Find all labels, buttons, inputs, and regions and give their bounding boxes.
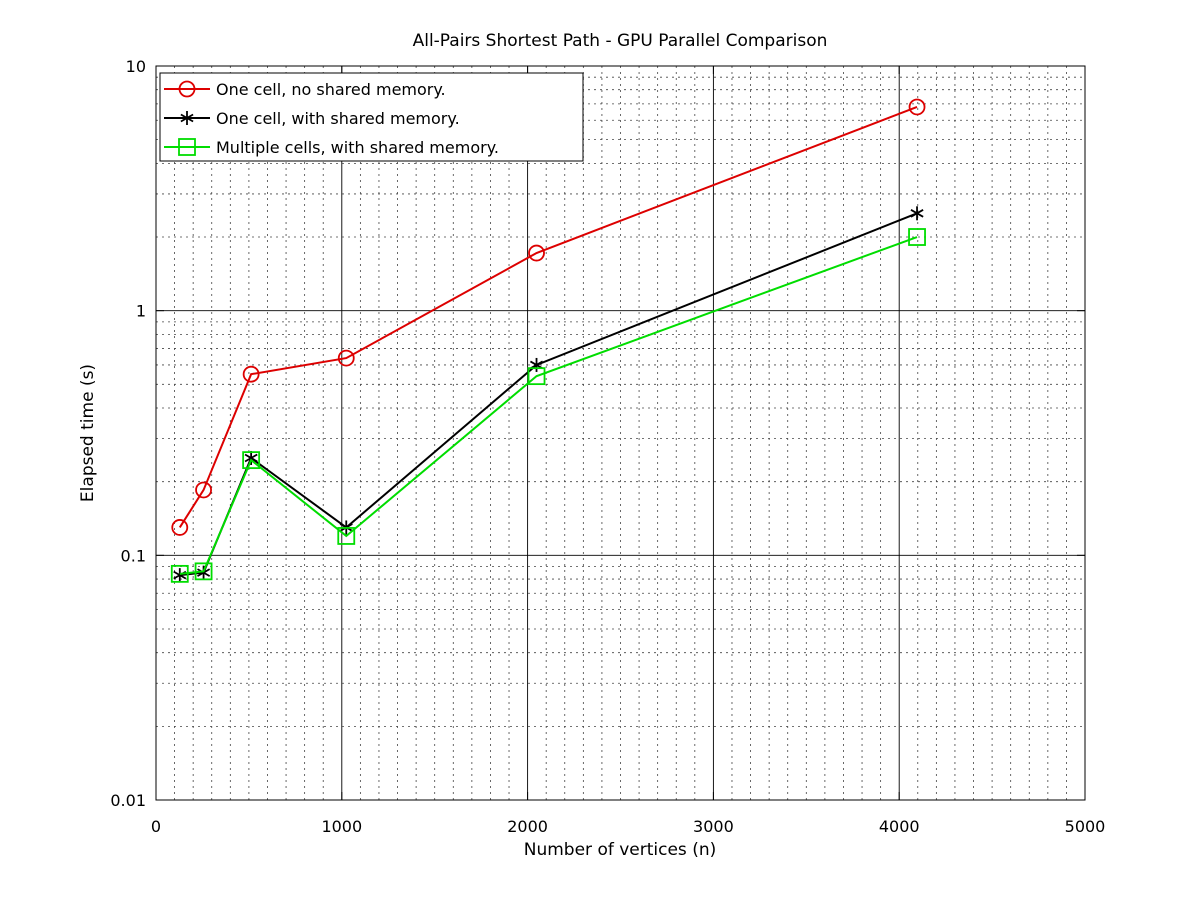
x-tick-label: 2000 [507,817,548,836]
legend-box [159,72,584,162]
data-point-circle [908,98,926,116]
series-line [179,212,918,577]
legend: One cell, no shared memory. One cell, wit… [159,72,584,162]
data-point-asterisk [910,206,924,221]
series-layer [170,98,926,583]
legend-item-1: One cell, no shared memory. [164,80,446,99]
series-line [179,236,918,575]
data-point-asterisk [180,111,194,125]
data-point-circle [178,80,196,98]
data-point-square [908,228,926,246]
y-axis-label: Elapsed time (s) [78,364,98,502]
y-tick-label: 1 [136,302,146,321]
data-point-square [337,527,356,545]
chart-title: All-Pairs Shortest Path - GPU Parallel C… [413,31,828,51]
y-tick-label: 0.01 [110,791,146,810]
grid-layer [156,66,1085,800]
x-tick-label: 1000 [321,817,362,836]
data-point-circle [528,244,545,262]
legend-label: One cell, no shared memory. [216,80,446,99]
x-tick-label: 5000 [1065,817,1106,836]
y-tick-label: 10 [126,57,146,76]
x-tick-label: 4000 [879,817,920,836]
y-tick-label: 0.1 [121,546,146,565]
data-point-square [194,562,213,581]
legend-label: One cell, with shared memory. [216,109,460,128]
data-point-asterisk [197,565,211,580]
plot-area-frame [155,65,1086,801]
data-point-square [527,367,546,386]
data-point-square [178,138,196,156]
x-tick-label: 3000 [693,817,734,836]
legend-label: Multiple cells, with shared memory. [216,138,499,157]
series-line [178,106,918,528]
legend-item-3: Multiple cells, with shared memory. [164,138,499,157]
tick-layer: 0 1000 2000 3000 4000 5000 0.01 0.1 1 10 [110,57,1105,836]
data-point-circle [195,481,212,499]
x-tick-label: 0 [151,817,161,836]
legend-item-2: One cell, with shared memory. [164,109,460,128]
data-point-circle [242,365,260,383]
x-axis-label: Number of vertices (n) [524,840,717,860]
series-3 [170,228,926,583]
series-2 [173,206,924,583]
series-1 [171,98,926,536]
data-point-circle [337,349,355,367]
data-point-square [242,451,261,470]
data-point-circle [171,519,189,536]
data-point-square [170,564,189,583]
